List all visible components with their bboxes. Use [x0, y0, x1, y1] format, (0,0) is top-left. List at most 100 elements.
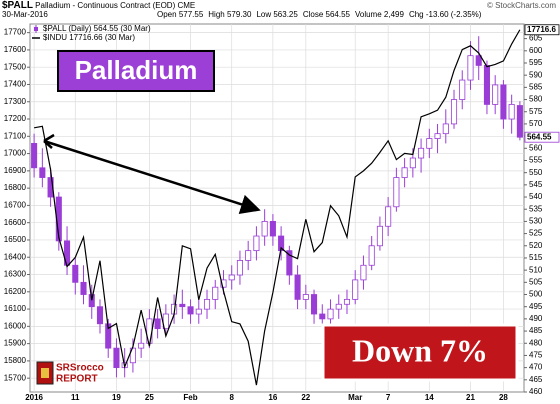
x-tick-label: 16: [268, 393, 277, 402]
candle-body: [245, 250, 252, 261]
y-tick-label: 17000: [4, 149, 27, 158]
candle-body: [450, 99, 458, 125]
candle-body: [343, 298, 351, 305]
x-tick-label: Mar: [348, 393, 362, 402]
y-tick-label: 17300: [4, 97, 27, 106]
label-box: [321, 323, 519, 382]
candle-body: [434, 133, 441, 139]
y-tick-label: 16200: [4, 287, 27, 296]
candle-body: [483, 65, 490, 105]
candle-body: [96, 306, 104, 325]
y2-tick-label: 515: [529, 253, 543, 262]
y-tick-label: 17700: [4, 28, 27, 37]
x-tick-label: 21: [466, 393, 475, 402]
candle-body: [352, 279, 359, 300]
y2-tick-label: 575: [529, 107, 543, 116]
candle-body: [187, 306, 194, 315]
quote-value: -13.60 (-2.35%): [425, 10, 482, 19]
line-series: [34, 29, 521, 386]
candle-body: [72, 264, 79, 283]
candle-body: [442, 123, 449, 135]
overlay: Palladium Down 7% SRSrocco REPORT: [36, 50, 519, 385]
candle-body: [261, 221, 268, 237]
candle-body: [319, 313, 326, 320]
y-tick-label: 16500: [4, 235, 27, 244]
legend-label: $PALL (Daily) 564.55 (30 Mar): [43, 24, 151, 33]
y-tick-label: 16600: [4, 218, 27, 227]
x-tick-label: Feb: [183, 393, 197, 402]
logo-text: SRSrocco: [56, 363, 104, 374]
candle-body: [228, 274, 235, 281]
quote-value: 564.55: [325, 10, 350, 19]
candle-body: [31, 143, 38, 169]
y2-tick-label: 465: [529, 375, 543, 384]
y2-tick-label: 580: [529, 95, 543, 104]
x-tick-label: 7: [386, 393, 391, 402]
y-tick-label: 16300: [4, 270, 27, 279]
y-tick-label: 15800: [4, 356, 27, 365]
y-tick-label: 16800: [4, 183, 27, 192]
candle-body: [294, 274, 301, 300]
candle-body: [401, 167, 408, 178]
candle-body: [203, 298, 211, 310]
candle-body: [253, 235, 260, 252]
x-tick-label: 25: [145, 393, 154, 402]
y2-tick-label: 590: [529, 70, 543, 79]
quote-label: Open: [157, 10, 177, 19]
candle-body: [302, 294, 309, 300]
x-tick-label: 8: [229, 393, 234, 402]
y2-tick-label: 540: [529, 192, 543, 201]
candle-body: [475, 55, 482, 66]
label-box: [57, 50, 215, 92]
y-tick-label: 16700: [4, 201, 27, 210]
candle-body: [508, 104, 515, 120]
y-tick-label: 16100: [4, 304, 27, 313]
candle-body: [500, 84, 507, 120]
y-tick-label: 17400: [4, 80, 27, 89]
candle-body: [286, 250, 293, 276]
candle-body: [418, 147, 425, 159]
y2-tick-label: 605: [529, 34, 543, 43]
date: 30-Mar-2016: [2, 10, 48, 19]
candle-body: [327, 308, 334, 320]
candle-body: [516, 105, 523, 138]
candle-body: [409, 157, 416, 169]
y2-tick-label: 535: [529, 204, 543, 213]
x-tick-label: 14: [425, 393, 434, 402]
candle-body: [335, 303, 342, 310]
candle-body: [368, 245, 375, 266]
y-tick-label: 16900: [4, 166, 27, 175]
y2-tick-label: 485: [529, 326, 543, 335]
arrow: [43, 139, 261, 214]
candle-body: [311, 294, 318, 315]
y2-tick-label: 530: [529, 217, 543, 226]
annotation-palladium: Palladium: [75, 55, 198, 85]
quote-value: 2,499: [383, 10, 404, 19]
price-label: 564.55: [527, 132, 552, 141]
price-label-box: [524, 24, 560, 36]
y2-tick-label: 555: [529, 156, 543, 165]
header-line: $PALL Palladium - Continuous Contract (E…: [2, 0, 558, 11]
candle-body: [113, 347, 120, 369]
legend-label: $INDU 17716.66 (30 Mar): [43, 33, 135, 42]
candle-body: [236, 259, 243, 276]
candle-body: [212, 286, 219, 300]
legend-swatch: [34, 27, 38, 31]
candle-body: [393, 177, 400, 208]
candle-body: [467, 55, 474, 81]
y2-tick-label: 460: [529, 387, 543, 396]
marks: [31, 29, 523, 386]
y-tick-label: 15900: [4, 339, 27, 348]
y2-tick-label: 475: [529, 351, 543, 360]
quote-label: Close: [302, 10, 324, 19]
annotation-change: Down 7%: [352, 332, 488, 368]
arrow: [43, 140, 53, 149]
logo-icon: [41, 368, 49, 378]
y2-tick-label: 520: [529, 241, 543, 250]
logo-text: REPORT: [56, 374, 98, 385]
y-tick-label: 17200: [4, 114, 27, 123]
candle-body: [88, 294, 95, 308]
quote-line: 30-Mar-2016 Open 577.55 High 579.30 Low 56…: [2, 10, 558, 21]
y2-tick-label: 595: [529, 58, 543, 67]
